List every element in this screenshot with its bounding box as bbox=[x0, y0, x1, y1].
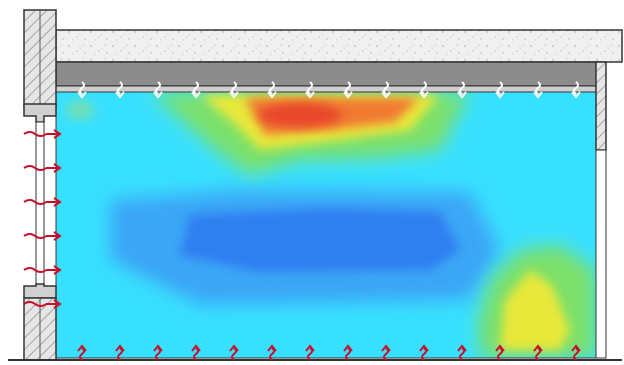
ceiling-panel bbox=[55, 61, 599, 87]
floor-arrows-group bbox=[77, 344, 581, 361]
wavy-right-arrow-icon bbox=[23, 299, 62, 309]
wavy-down-arrow-icon bbox=[571, 81, 581, 99]
wavy-up-arrow-icon bbox=[457, 344, 467, 361]
wavy-up-arrow-icon bbox=[571, 344, 581, 361]
wavy-up-arrow-icon bbox=[381, 344, 391, 361]
wavy-down-arrow-icon bbox=[495, 81, 505, 99]
corner-warmer-zone bbox=[500, 270, 570, 350]
right-wall-column bbox=[595, 61, 607, 151]
wavy-up-arrow-icon bbox=[495, 344, 505, 361]
wavy-up-arrow-icon bbox=[419, 344, 429, 361]
wavy-down-arrow-icon bbox=[457, 81, 467, 99]
wavy-up-arrow-icon bbox=[191, 344, 201, 361]
wavy-right-arrow-icon bbox=[23, 129, 62, 139]
wall-arrows-group bbox=[23, 129, 62, 309]
wavy-down-arrow-icon bbox=[115, 81, 125, 99]
wavy-up-arrow-icon bbox=[115, 344, 125, 361]
wavy-down-arrow-icon bbox=[343, 81, 353, 99]
wavy-down-arrow-icon bbox=[533, 81, 543, 99]
thermal-field bbox=[56, 92, 596, 358]
wavy-down-arrow-icon bbox=[305, 81, 315, 99]
ceiling-hottest-zone bbox=[258, 103, 342, 127]
wavy-up-arrow-icon bbox=[77, 344, 87, 361]
cool-region-core bbox=[180, 208, 460, 272]
concrete-slab bbox=[55, 29, 623, 63]
wavy-right-arrow-icon bbox=[23, 231, 62, 241]
wavy-down-arrow-icon bbox=[381, 81, 391, 99]
window-frame-top bbox=[23, 103, 57, 123]
right-wall-glazing bbox=[595, 149, 607, 359]
wavy-right-arrow-icon bbox=[23, 197, 62, 207]
wavy-up-arrow-icon bbox=[343, 344, 353, 361]
wavy-up-arrow-icon bbox=[229, 344, 239, 361]
wavy-down-arrow-icon bbox=[229, 81, 239, 99]
wavy-down-arrow-icon bbox=[77, 81, 87, 99]
wavy-down-arrow-icon bbox=[419, 81, 429, 99]
wavy-up-arrow-icon bbox=[305, 344, 315, 361]
wavy-right-arrow-icon bbox=[23, 265, 62, 275]
top-left-warm-spot bbox=[66, 100, 94, 120]
wavy-right-arrow-icon bbox=[23, 163, 62, 173]
wavy-up-arrow-icon bbox=[533, 344, 543, 361]
wavy-down-arrow-icon bbox=[153, 81, 163, 99]
wavy-up-arrow-icon bbox=[153, 344, 163, 361]
window-frame-bottom bbox=[23, 283, 57, 299]
wavy-up-arrow-icon bbox=[267, 344, 277, 361]
ceiling-arrows-group bbox=[77, 81, 581, 99]
wavy-down-arrow-icon bbox=[191, 81, 201, 99]
ceiling-radiant-layer bbox=[55, 85, 599, 93]
wavy-down-arrow-icon bbox=[267, 81, 277, 99]
